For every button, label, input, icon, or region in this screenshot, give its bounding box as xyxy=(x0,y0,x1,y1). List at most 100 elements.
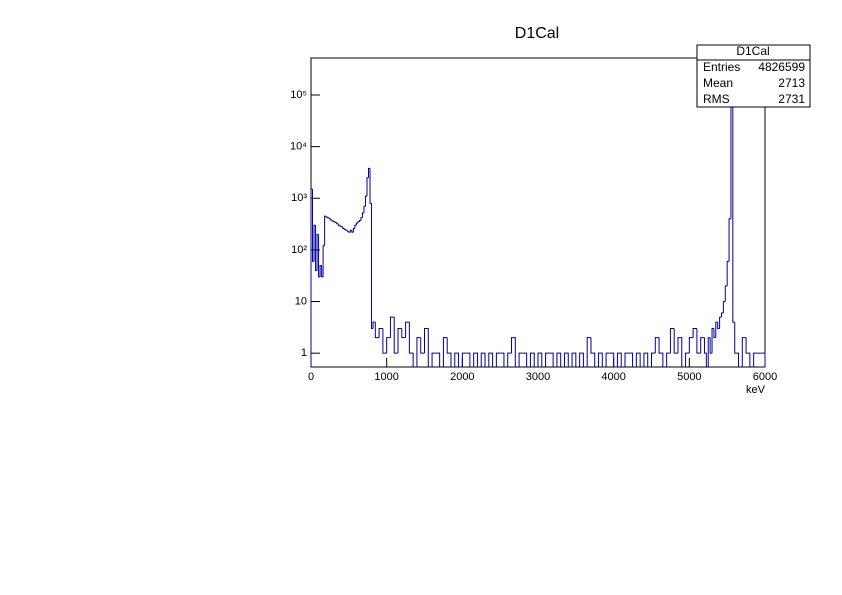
x-tick-label: 4000 xyxy=(601,371,625,383)
histogram-bin xyxy=(480,352,486,367)
histogram-bin xyxy=(431,352,436,367)
histogram-bin xyxy=(628,352,634,367)
stats-label: Mean xyxy=(703,76,733,90)
y-tick-label: 10⁵ xyxy=(290,89,307,101)
histogram-bin xyxy=(397,328,402,354)
histogram-bin xyxy=(357,221,360,224)
histogram-bin xyxy=(518,352,523,367)
histogram-bin xyxy=(488,352,494,367)
histogram-bin xyxy=(352,227,355,233)
histogram-bin xyxy=(713,328,716,339)
histogram-bin xyxy=(728,218,731,262)
histogram-bin xyxy=(696,328,701,354)
histogram-bin xyxy=(345,229,348,231)
histogram-bin xyxy=(405,321,410,338)
histogram-bin xyxy=(358,220,361,222)
histogram-bin xyxy=(346,230,349,232)
histogram-bin xyxy=(325,216,328,218)
histogram-bin xyxy=(319,264,322,277)
x-tick-label: 5000 xyxy=(677,371,701,383)
histogram-bin xyxy=(761,352,766,367)
stats-title: D1Cal xyxy=(736,44,769,58)
histogram-bin xyxy=(717,322,720,330)
histogram-bin xyxy=(654,337,660,354)
histogram-bin xyxy=(669,328,675,354)
histogram-bin xyxy=(364,195,367,207)
histogram-bin xyxy=(343,228,346,230)
histogram-bin xyxy=(342,226,345,229)
histogram-bin xyxy=(466,352,471,367)
stats-frame xyxy=(696,44,811,108)
histogram-bin xyxy=(310,188,313,367)
histogram-bin xyxy=(719,316,722,329)
histogram-bin xyxy=(351,230,354,233)
histogram-bin xyxy=(658,337,664,367)
y-tick-label: 10 xyxy=(295,295,307,307)
histogram-bin xyxy=(368,167,371,178)
histogram-bin xyxy=(609,352,615,367)
histogram-bin xyxy=(316,233,319,271)
histogram-bin xyxy=(732,70,735,323)
histogram-bin xyxy=(424,328,429,367)
y-tick-label: 1 xyxy=(301,347,307,359)
histogram-bin xyxy=(579,352,584,367)
histogram-bin xyxy=(635,352,641,367)
histogram-bin xyxy=(442,337,448,367)
histogram-bin xyxy=(700,337,705,354)
stats-value: 2713 xyxy=(778,76,805,90)
histogram-bin xyxy=(473,352,478,367)
histogram-bin xyxy=(598,352,603,367)
histogram-bin xyxy=(722,301,726,313)
histogram-bin xyxy=(324,215,327,246)
histogram-bin xyxy=(408,322,414,367)
histogram-bin xyxy=(666,352,671,367)
histogram-bin xyxy=(703,337,707,367)
histogram-bin xyxy=(371,203,374,330)
histogram-bin xyxy=(616,352,622,367)
histogram-bin xyxy=(348,231,351,233)
histogram-bin xyxy=(605,352,610,367)
histogram-bin xyxy=(500,352,505,367)
histogram-bin xyxy=(446,337,452,367)
histogram-bin xyxy=(389,316,395,338)
histogram-bin xyxy=(549,352,554,367)
histogram-bin xyxy=(321,265,324,278)
histogram-bin xyxy=(507,352,512,367)
histogram-bin xyxy=(753,352,758,367)
histogram-bin xyxy=(313,224,316,262)
histogram-bin xyxy=(495,352,501,367)
histogram-bin xyxy=(366,177,369,197)
histogram-bin xyxy=(643,352,649,367)
histogram-bin xyxy=(624,352,629,367)
histogram-bin xyxy=(420,337,425,354)
histogram-bin xyxy=(563,352,569,367)
histogram-bin xyxy=(529,352,535,367)
stats-box: D1Cal Entries 4826599 Mean 2713 RMS 2731 xyxy=(696,44,811,108)
histogram-bin xyxy=(363,205,366,213)
histogram-bin xyxy=(318,234,321,278)
histogram-bin xyxy=(720,312,724,318)
histogram-bin xyxy=(330,218,333,221)
histogram-bin xyxy=(337,223,340,226)
y-tick-label: 10² xyxy=(291,244,307,256)
histogram-bin xyxy=(435,352,441,367)
stats-label: Entries xyxy=(703,60,740,74)
histogram-bin xyxy=(354,224,357,229)
histogram-bin xyxy=(707,337,711,367)
histogram-bin xyxy=(393,317,399,354)
histogram-bin xyxy=(590,337,596,367)
histogram-bin xyxy=(401,328,406,339)
histogram-bin xyxy=(677,337,683,367)
histogram-bin xyxy=(322,245,325,277)
histogram-bin xyxy=(734,322,740,367)
x-tick-label: 1000 xyxy=(374,371,398,383)
histogram-bin xyxy=(556,352,562,367)
histogram-bin xyxy=(586,337,591,367)
histogram-bin xyxy=(386,337,391,354)
histogram-bin xyxy=(333,221,336,223)
stats-value: 4826599 xyxy=(758,60,805,74)
histogram-bin xyxy=(673,328,678,354)
histogram-bin xyxy=(369,168,372,204)
y-tick-label: 10⁴ xyxy=(290,141,307,153)
y-tick-label: 10³ xyxy=(291,192,307,204)
